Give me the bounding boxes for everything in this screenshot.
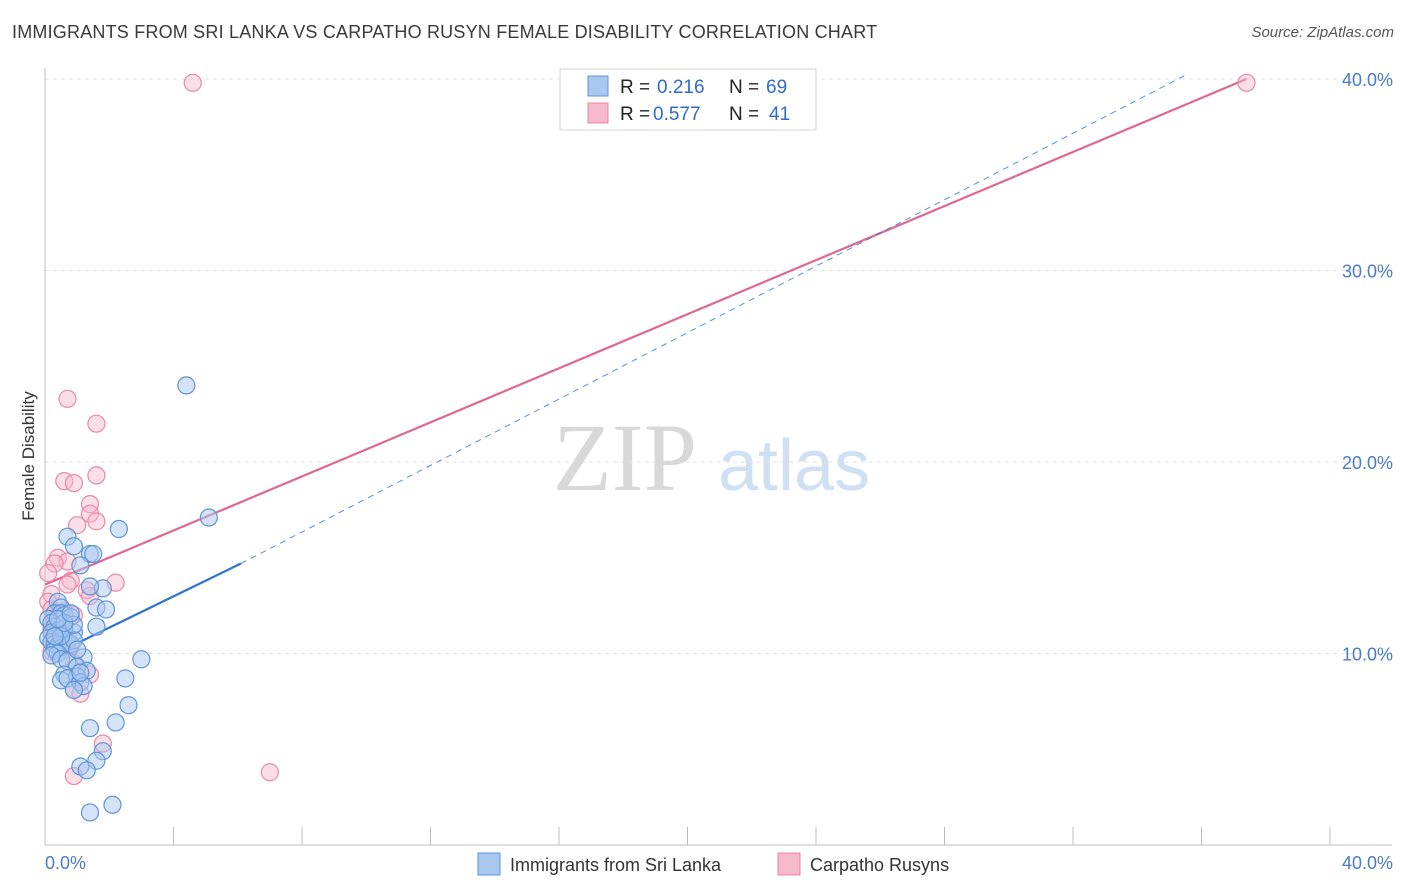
y-tick-label-20: 20.0%: [1342, 453, 1393, 473]
point-carpatho-rusyns-3: [87, 414, 106, 433]
point-sri-lanka-7: [71, 556, 90, 575]
y-axis-label: Female Disability: [19, 391, 38, 521]
trend-line-carpatho-rusyns: [44, 77, 1247, 586]
point-sri-lanka-59: [80, 803, 100, 822]
point-carpatho-rusyns-11: [48, 548, 67, 567]
series-legend: Immigrants from Sri Lanka Carpatho Rusyn…: [477, 852, 949, 876]
source-attribution: Source: ZipAtlas.com: [1251, 24, 1394, 41]
point-sri-lanka-2: [109, 519, 128, 539]
point-sri-lanka-66: [45, 627, 64, 646]
point-carpatho-rusyns-0: [183, 73, 202, 92]
gridlines: [45, 78, 1392, 654]
point-sri-lanka-65: [61, 604, 80, 623]
y-tick-label-10: 10.0%: [1342, 645, 1393, 665]
point-sri-lanka-67: [68, 640, 87, 659]
legend-swatch-blue: [587, 75, 609, 97]
point-carpatho-rusyns-2: [58, 389, 77, 408]
point-sri-lanka-1: [199, 508, 218, 527]
legend-r-label-2: R =: [620, 104, 650, 125]
point-sri-lanka-58: [103, 795, 122, 814]
point-sri-lanka-6: [64, 537, 84, 556]
trend-lines: [44, 74, 1247, 659]
legend-swatch-pink: [587, 102, 609, 124]
series-sri-lanka: [39, 376, 218, 822]
point-carpatho-rusyns-4: [87, 466, 106, 485]
bottom-legend-label-carpatho: Carpatho Rusyns: [810, 855, 949, 875]
point-carpatho-rusyns-13: [45, 554, 64, 573]
point-sri-lanka-51: [119, 696, 138, 715]
point-carpatho-rusyns-1: [1237, 73, 1256, 92]
point-carpatho-rusyns-39: [260, 763, 279, 782]
bottom-legend-label-sri-lanka: Immigrants from Sri Lanka: [510, 855, 722, 875]
bottom-legend-swatch-blue: [477, 852, 501, 876]
watermark-zip: ZIP: [553, 404, 697, 511]
tick-labels: 10.0% 20.0% 30.0% 40.0% 0.0% 40.0%: [45, 70, 1393, 873]
legend-n-label-1: N =: [729, 77, 759, 98]
stats-legend: R = 0.216 N = 69 R = 0.577 N = 41: [559, 68, 817, 131]
bottom-legend-swatch-pink: [777, 852, 801, 876]
chart-title: IMMIGRANTS FROM SRI LANKA VS CARPATHO RU…: [12, 22, 878, 42]
legend-n-value-2: 41: [769, 104, 790, 125]
point-sri-lanka-50: [116, 669, 135, 688]
y-tick-label-30: 30.0%: [1342, 262, 1393, 282]
point-carpatho-rusyns-9: [87, 512, 106, 531]
point-sri-lanka-52: [106, 713, 125, 732]
point-sri-lanka-49: [64, 680, 84, 699]
point-sri-lanka-68: [71, 663, 90, 682]
point-carpatho-rusyns-7: [80, 495, 100, 514]
legend-n-value-1: 69: [766, 77, 787, 98]
point-sri-lanka-9: [80, 577, 100, 596]
x-tick-label-min: 0.0%: [45, 853, 86, 873]
legend-r-value-2: 0.577: [653, 104, 701, 125]
point-sri-lanka-0: [177, 376, 196, 395]
legend-r-label-1: R =: [620, 77, 650, 98]
point-sri-lanka-53: [80, 719, 100, 738]
axes: [44, 68, 1392, 846]
trend-line-sri-lanka-extrapolated: [240, 74, 1186, 564]
x-tick-label-max: 40.0%: [1342, 853, 1393, 873]
legend-n-label-2: N =: [729, 104, 759, 125]
point-sri-lanka-5: [84, 544, 103, 564]
point-sri-lanka-13: [96, 600, 116, 619]
point-sri-lanka-34: [87, 617, 106, 636]
y-tick-label-40: 40.0%: [1342, 70, 1393, 90]
point-carpatho-rusyns-17: [58, 575, 77, 594]
point-carpatho-rusyns-6: [64, 473, 84, 493]
watermark-atlas: atlas: [718, 426, 870, 506]
point-sri-lanka-38: [132, 650, 151, 669]
legend-r-value-1: 0.216: [657, 77, 705, 98]
point-sri-lanka-57: [77, 761, 96, 780]
point-carpatho-rusyns-14: [39, 563, 58, 583]
